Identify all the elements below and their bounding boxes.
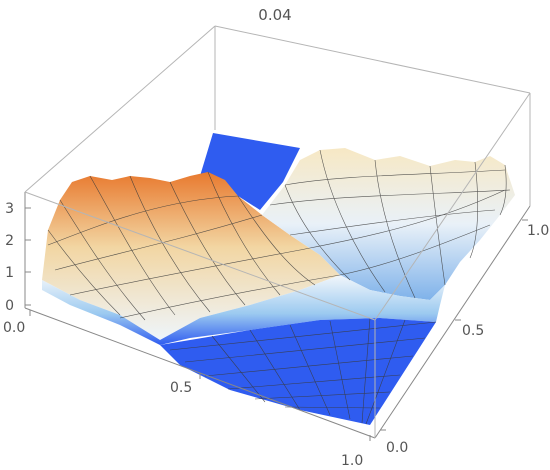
plot-box-back — [24, 25, 531, 206]
x-tick-0: 0.0 — [3, 320, 25, 336]
z-tick-0: 0 — [5, 298, 14, 314]
tick-marks — [25, 207, 528, 441]
flat-region-back — [200, 133, 300, 210]
surface-mesh — [47, 149, 511, 425]
x-tick-1: 0.5 — [170, 380, 192, 396]
y-tick-2: 1.0 — [527, 223, 549, 239]
z-tick-2: 2 — [5, 233, 14, 249]
z-tick-1: 1 — [5, 265, 14, 281]
chart-title: 0.04 — [258, 6, 291, 24]
surface-left-hill — [42, 172, 340, 340]
surface-right-ridge — [262, 148, 515, 300]
surface-front-slope — [42, 275, 445, 345]
x-tick-2: 1.0 — [341, 453, 363, 469]
flat-region-front — [160, 318, 436, 425]
y-tick-0: 0.0 — [386, 440, 408, 456]
y-tick-1: 0.5 — [462, 323, 484, 339]
z-tick-3: 3 — [5, 201, 14, 217]
surface — [42, 133, 515, 425]
